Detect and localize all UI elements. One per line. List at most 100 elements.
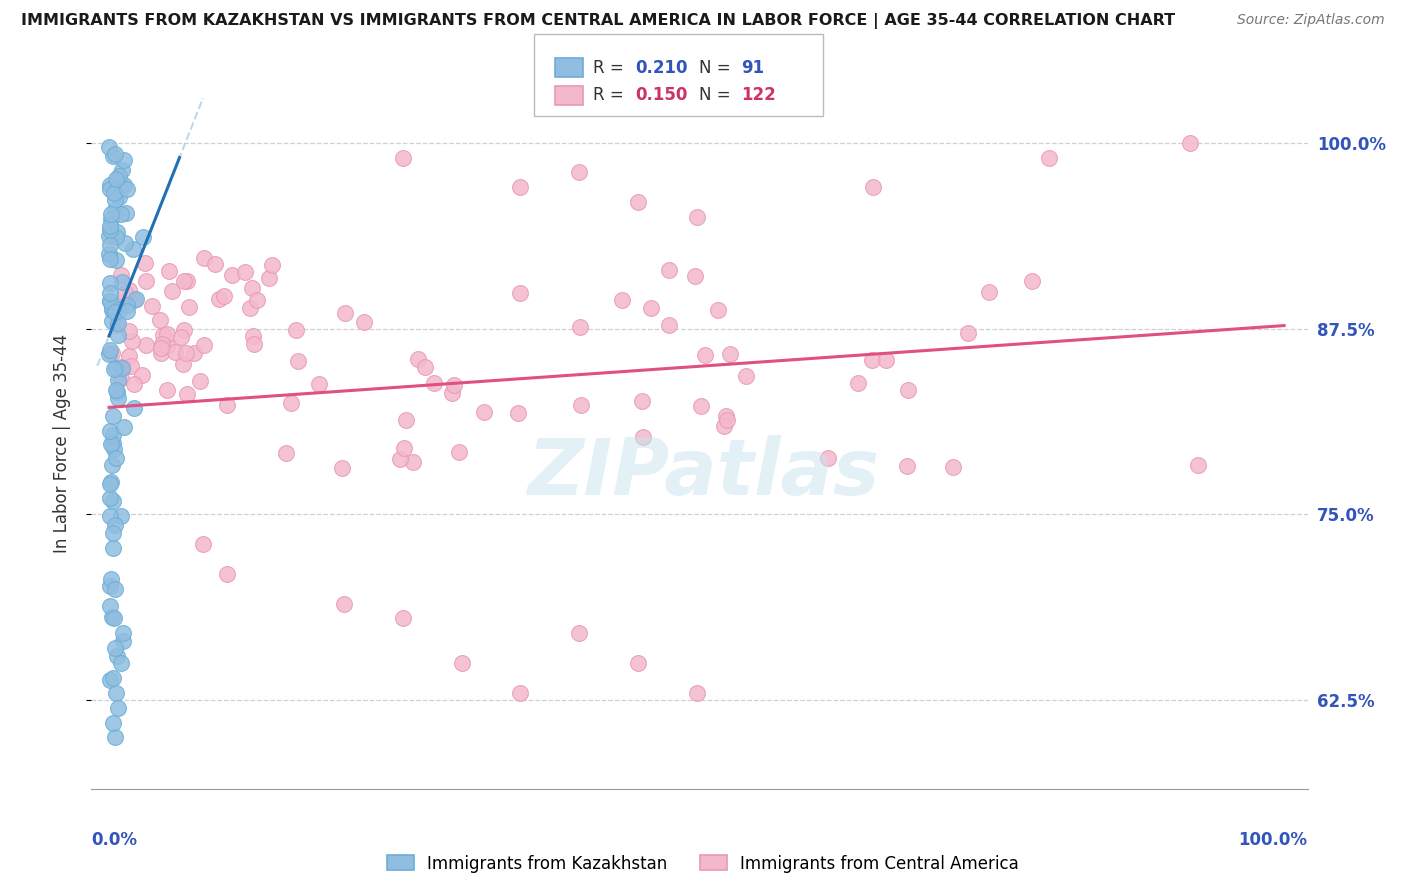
Point	[627, 195, 650, 210]
Point	[115, 206, 138, 220]
Point	[221, 268, 243, 282]
Point	[177, 300, 200, 314]
Point	[108, 190, 131, 204]
Point	[98, 139, 121, 153]
Point	[633, 430, 655, 444]
Point	[176, 387, 198, 401]
Point	[98, 228, 121, 243]
Point	[104, 383, 127, 397]
Point	[100, 509, 122, 524]
Point	[395, 413, 418, 427]
Text: Source: ZipAtlas.com: Source: ZipAtlas.com	[1237, 13, 1385, 28]
Point	[101, 435, 124, 450]
Point	[333, 597, 356, 611]
Point	[240, 281, 263, 295]
Point	[149, 313, 172, 327]
Point	[111, 163, 134, 178]
Point	[100, 314, 122, 328]
Point	[100, 219, 122, 234]
Point	[394, 442, 416, 456]
Point	[104, 731, 127, 745]
Point	[308, 377, 330, 392]
Point	[110, 268, 132, 282]
Point	[118, 349, 141, 363]
Point	[135, 338, 157, 352]
Point	[152, 328, 174, 343]
Point	[124, 401, 146, 416]
Point	[98, 277, 121, 291]
Point	[450, 656, 472, 670]
Point	[115, 298, 138, 312]
Point	[103, 149, 125, 163]
Point	[977, 285, 1000, 299]
Y-axis label: In Labor Force | Age 35-44: In Labor Force | Age 35-44	[52, 334, 70, 553]
Point	[610, 293, 633, 307]
Point	[718, 347, 741, 361]
Point	[215, 398, 238, 412]
Point	[713, 419, 735, 434]
Text: 0.210: 0.210	[636, 59, 688, 77]
Point	[111, 361, 134, 376]
Point	[402, 455, 425, 469]
Point	[124, 377, 146, 392]
Point	[817, 450, 839, 465]
Point	[104, 146, 127, 161]
Point	[509, 686, 531, 700]
Point	[101, 300, 124, 314]
Point	[98, 182, 121, 196]
Point	[846, 376, 869, 390]
Point	[683, 268, 706, 283]
Point	[98, 246, 121, 260]
Point	[98, 424, 121, 438]
Point	[104, 253, 127, 268]
Point	[183, 346, 205, 360]
Point	[110, 656, 132, 670]
Point	[112, 626, 135, 640]
Point	[685, 210, 707, 224]
Point	[443, 377, 465, 392]
Point	[333, 305, 356, 319]
Point	[440, 385, 463, 400]
Point	[353, 315, 375, 329]
Point	[149, 342, 172, 356]
Point	[257, 271, 280, 285]
Point	[212, 289, 235, 303]
Point	[105, 450, 128, 465]
Point	[734, 369, 756, 384]
Point	[860, 352, 883, 367]
Legend: Immigrants from Kazakhstan, Immigrants from Central America: Immigrants from Kazakhstan, Immigrants f…	[380, 848, 1026, 880]
Point	[122, 293, 145, 307]
Point	[156, 383, 179, 397]
Point	[631, 393, 654, 408]
Point	[110, 371, 132, 385]
Point	[104, 518, 127, 533]
Point	[104, 194, 127, 208]
Point	[98, 491, 121, 505]
Point	[101, 525, 124, 540]
Point	[716, 409, 738, 423]
Point	[101, 428, 124, 442]
Point	[149, 345, 172, 359]
Text: 0.0%: 0.0%	[91, 831, 138, 849]
Point	[285, 323, 308, 337]
Point	[152, 337, 174, 351]
Point	[896, 459, 918, 474]
Point	[98, 294, 121, 309]
Point	[104, 582, 127, 596]
Point	[391, 611, 413, 625]
Point	[246, 293, 269, 308]
Point	[388, 452, 411, 467]
Point	[132, 230, 155, 244]
Point	[156, 327, 179, 342]
Point	[98, 579, 121, 593]
Point	[239, 301, 262, 315]
Point	[173, 274, 195, 288]
Text: R =: R =	[593, 87, 624, 104]
Text: R =: R =	[593, 59, 624, 77]
Point	[100, 346, 122, 360]
Point	[101, 715, 124, 730]
Point	[242, 329, 264, 343]
Text: N =: N =	[699, 59, 730, 77]
Point	[658, 263, 681, 277]
Point	[103, 494, 125, 508]
